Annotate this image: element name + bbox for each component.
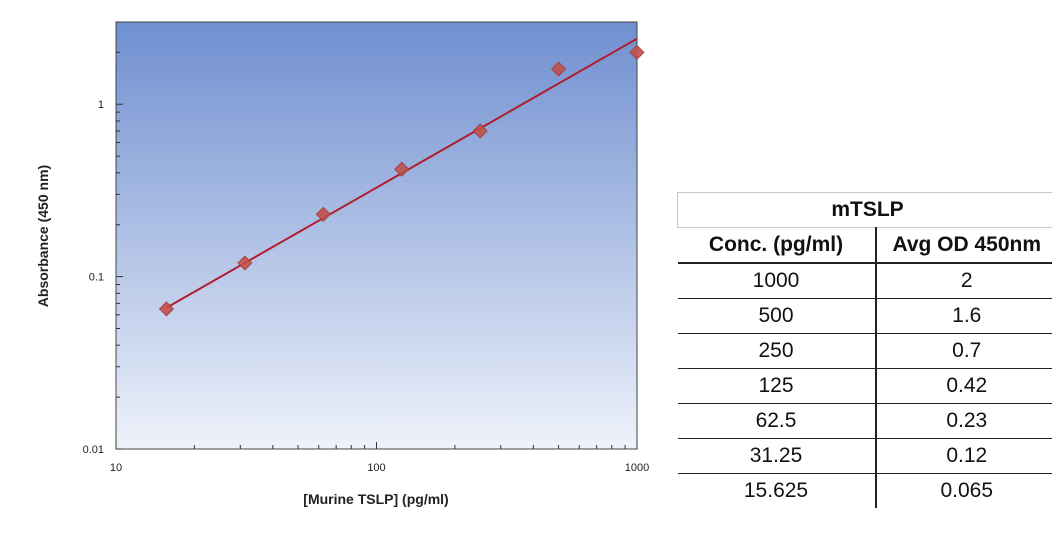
- cell-od: 0.23: [875, 403, 1052, 439]
- data-point-marker: [551, 61, 567, 77]
- data-point-marker: [394, 161, 410, 177]
- plot-area: [115, 21, 638, 450]
- x-tick-label: 10: [110, 462, 122, 474]
- y-tick-label: 1: [98, 99, 104, 111]
- data-point-marker: [158, 301, 175, 317]
- data-table: mTSLP Conc. (pg/ml) Avg OD 450nm 1000 2 5…: [677, 192, 1052, 508]
- data-point-marker: [237, 255, 253, 271]
- table-row: 250 0.7: [677, 333, 1052, 369]
- table-row: 15.625 0.065: [677, 473, 1052, 508]
- cell-od: 0.12: [875, 438, 1052, 474]
- cell-od: 0.7: [875, 333, 1052, 369]
- cell-od: 0.42: [875, 368, 1052, 404]
- y-tick-label: 0.01: [83, 444, 104, 456]
- x-tick-label: 1000: [625, 462, 649, 474]
- table-row: 500 1.6: [677, 298, 1052, 334]
- table-row: 31.25 0.12: [677, 438, 1052, 474]
- chart-panel: 10 100 1000 0.01 0.1 1 [Murine TSLP] (pg/ml) …: [8, 2, 684, 541]
- cell-conc: 31.25: [677, 438, 877, 474]
- cell-conc: 15.625: [677, 473, 877, 508]
- cell-conc: 250: [677, 333, 877, 369]
- y-tick-label: 0.1: [89, 272, 104, 284]
- cell-conc: 1000: [677, 262, 877, 299]
- cell-conc: 62.5: [677, 403, 877, 439]
- cell-conc: 500: [677, 298, 877, 334]
- header-avg-od: Avg OD 450nm: [875, 227, 1052, 264]
- data-point-marker: [472, 123, 488, 139]
- cell-od: 0.065: [875, 473, 1052, 508]
- cell-od: 1.6: [875, 298, 1052, 334]
- table-title: mTSLP: [677, 192, 1052, 228]
- cell-od: 2: [875, 262, 1052, 299]
- x-axis-title: [Murine TSLP] (pg/ml): [303, 491, 448, 507]
- table-row: 125 0.42: [677, 368, 1052, 404]
- data-point-marker: [629, 44, 645, 60]
- data-point-marker: [315, 206, 331, 222]
- y-axis-title: Absorbance (450 nm): [35, 165, 51, 307]
- x-tick-label: 100: [367, 462, 385, 474]
- header-conc: Conc. (pg/ml): [677, 227, 877, 264]
- cell-conc: 125: [677, 368, 877, 404]
- table-row: 1000 2: [677, 262, 1052, 299]
- table-row: 62.5 0.23: [677, 403, 1052, 439]
